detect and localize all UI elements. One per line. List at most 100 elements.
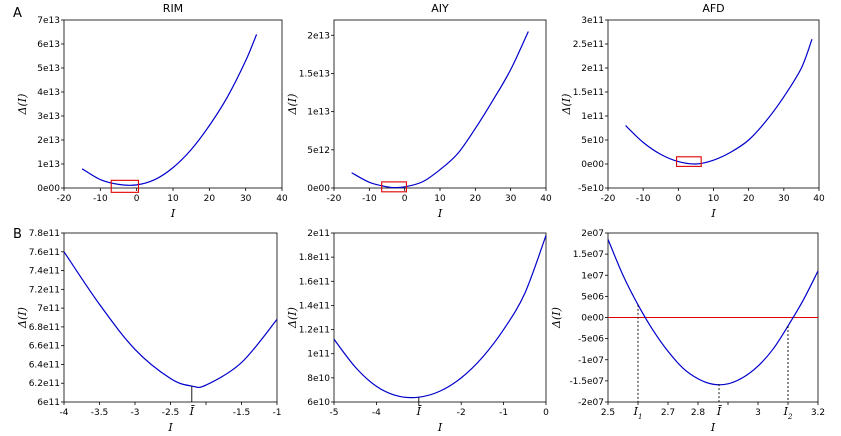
y-tick-label: 1e11	[581, 112, 604, 122]
y-tick-label: 2e07	[581, 229, 604, 239]
x-tick-label: 30	[505, 194, 517, 204]
x-tick-label: 0	[543, 408, 549, 418]
series-line	[333, 235, 547, 399]
y-tick-label: 0e00	[581, 160, 604, 170]
y-axis-label: Δ(I)	[560, 94, 573, 116]
series-line	[63, 251, 278, 389]
y-tick-label: 1.5e11	[573, 88, 604, 98]
y-tick-label: 1.5e07	[573, 250, 604, 260]
x-axis-label: I	[437, 207, 443, 220]
y-tick-label: 1.6e11	[299, 277, 330, 287]
y-tick-label: 6.6e11	[29, 342, 60, 352]
x-tick-label: 2.5	[601, 408, 615, 418]
x-tick-label: 0	[402, 194, 408, 204]
plot-frame	[607, 19, 820, 189]
x-tick-label: -10	[93, 194, 108, 204]
x-tick-label: -2	[457, 408, 466, 418]
y-tick-label: 1e13	[307, 108, 330, 118]
x-tick-label: -1	[499, 408, 508, 418]
y-tick-label: 2e13	[307, 31, 330, 41]
y-tick-label: -1e07	[578, 356, 604, 366]
highlight-box	[110, 179, 140, 193]
y-tick-label: 0e00	[581, 314, 604, 324]
plot-frame	[333, 232, 547, 403]
y-tick-label: -5e10	[578, 184, 604, 194]
y-tick-label: 2e13	[37, 136, 60, 146]
chart-6: 2.5 2.7 2.8 3 3.2 -2e07 -1.5e07 -1e07 -5e06 0e00 5…	[550, 229, 825, 434]
plot-frame	[63, 19, 283, 189]
root-label: I1	[633, 405, 643, 421]
y-tick-label: 6.2e11	[29, 379, 60, 389]
x-tick-label: 20	[470, 194, 482, 204]
panel-label-b: B	[13, 227, 22, 242]
x-axis-label: I	[437, 421, 443, 434]
x-tick-label: -10	[362, 194, 377, 204]
y-tick-label: 7e13	[37, 16, 60, 26]
y-tick-label: 1.2e11	[299, 326, 330, 336]
y-tick-label: 1e13	[37, 160, 60, 170]
y-tick-label: -1.5e07	[569, 377, 604, 387]
y-axis-label: Δ(I)	[16, 94, 29, 116]
y-tick-label: 7.8e11	[29, 229, 60, 239]
x-tick-label: 3.2	[811, 408, 825, 418]
plot-frame	[333, 19, 547, 189]
x-tick-label: 2.8	[691, 408, 706, 418]
minimum-label: Ī	[189, 405, 195, 418]
y-tick-label: 2.5e11	[573, 40, 604, 50]
chart-2: -20 -10 0 10 20 30 40 0e00 5e12 1e13 1.5e13 2e13 AIY…	[286, 2, 552, 220]
x-tick-label: -10	[636, 194, 651, 204]
x-tick-label: 40	[813, 194, 825, 204]
x-tick-label: 20	[204, 194, 216, 204]
y-tick-label: 7.4e11	[29, 267, 60, 277]
x-axis-label: I	[710, 421, 716, 434]
x-tick-label: 40	[276, 194, 288, 204]
y-tick-label: 0e00	[37, 184, 60, 194]
x-tick-label: 40	[540, 194, 552, 204]
x-tick-label: 30	[778, 194, 790, 204]
y-tick-label: 1.4e11	[299, 301, 330, 311]
y-tick-label: 4e13	[37, 88, 60, 98]
chart-title: RIM	[163, 2, 183, 15]
y-tick-label: 6e13	[37, 40, 60, 50]
y-tick-label: 6e11	[37, 398, 60, 408]
y-tick-label: 1e07	[581, 271, 604, 281]
x-tick-label: -3.5	[91, 408, 109, 418]
y-axis-label: Δ(I)	[286, 307, 299, 329]
y-tick-label: 2e11	[307, 229, 330, 239]
y-tick-label: 3e13	[37, 112, 60, 122]
x-tick-label: 0	[675, 194, 681, 204]
y-tick-label: 6.4e11	[29, 360, 60, 370]
x-tick-label: -20	[57, 194, 72, 204]
x-tick-label: 0	[134, 194, 140, 204]
x-tick-label: 2.7	[661, 408, 675, 418]
y-tick-label: 6e10	[307, 398, 330, 408]
y-tick-label: 2e11	[581, 64, 604, 74]
x-tick-label: -5	[330, 408, 339, 418]
y-tick-label: 5e10	[581, 136, 604, 146]
y-tick-label: 3e11	[581, 16, 604, 26]
highlight-box	[381, 181, 407, 193]
y-tick-label: 7.6e11	[29, 248, 60, 258]
y-tick-label: 1.8e11	[299, 253, 330, 263]
y-axis-label: Δ(I)	[286, 94, 299, 116]
y-tick-label: 0e00	[307, 184, 330, 194]
panel-label-a: A	[13, 6, 22, 21]
y-tick-label: 1.5e13	[299, 69, 330, 79]
y-axis-label: Δ(I)	[550, 307, 563, 329]
x-tick-label: 10	[167, 194, 179, 204]
chart-5: -5 -4 -2 -1 0 6e10 8e10 1e11 1.2e11 1.4e11 1.6e11 1…	[286, 229, 549, 434]
series-line	[625, 38, 813, 165]
x-tick-label: 10	[708, 194, 720, 204]
chart-1: -20 -10 0 10 20 30 40 0e00 1e13 2e13 3e13 4e13 5e13 6…	[16, 2, 288, 220]
y-tick-label: 5e06	[581, 292, 604, 302]
x-tick-label: -2.5	[162, 408, 180, 418]
plot-frame	[63, 232, 278, 403]
x-tick-label: -4	[372, 408, 381, 418]
y-tick-label: -2e07	[578, 398, 604, 408]
x-tick-label: -20	[327, 194, 342, 204]
y-tick-label: 7e11	[37, 304, 60, 314]
y-axis-label: Δ(I)	[16, 307, 29, 329]
x-tick-label: 10	[434, 194, 446, 204]
y-tick-label: 6.8e11	[29, 323, 60, 333]
